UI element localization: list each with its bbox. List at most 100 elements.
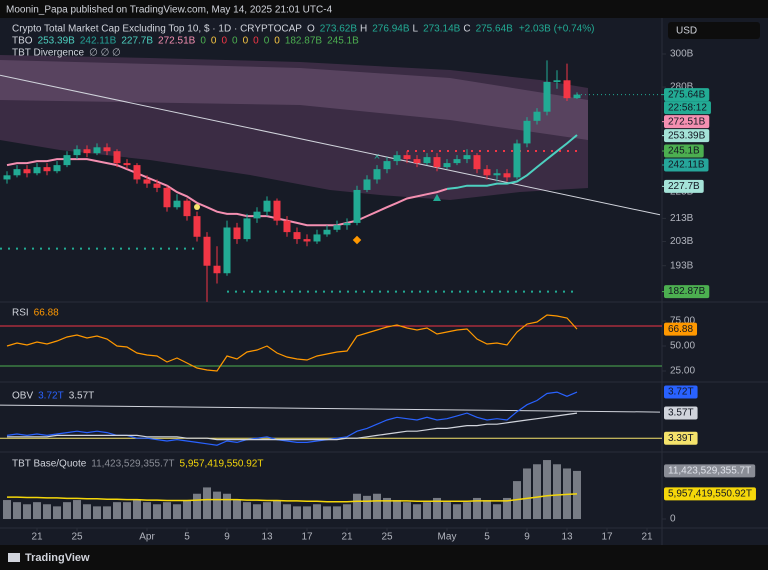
x-tick-label: 13 <box>261 532 273 543</box>
price-label: 242.11B <box>668 160 705 171</box>
signal-diamond <box>352 235 362 245</box>
volume-bar <box>543 460 551 519</box>
volume-bar <box>473 497 481 519</box>
volume-bar <box>253 504 261 519</box>
indicator-value: ∅ ∅ ∅ <box>89 48 121 59</box>
last-value-label: 5,957,419,550.92T <box>668 489 752 500</box>
level-label: 3.39T <box>668 433 694 444</box>
candle-body <box>523 120 531 144</box>
candle-body <box>393 155 401 162</box>
candle-body <box>23 169 31 174</box>
ohlc-key: C <box>463 24 470 35</box>
x-tick-label: 21 <box>31 532 43 543</box>
candle-body <box>483 169 491 176</box>
cloud <box>0 55 588 200</box>
volume-bar <box>53 506 61 519</box>
price-label: 253.39B <box>668 130 706 141</box>
candle-body <box>473 155 481 170</box>
currency-button[interactable] <box>668 22 760 39</box>
y-tick-label: 280B <box>670 82 694 93</box>
x-tick-label: 21 <box>341 532 353 543</box>
indicator-value: 245.1B <box>327 36 359 47</box>
candle-body <box>123 163 131 166</box>
candle-body <box>163 187 171 208</box>
volume-bar <box>13 502 21 519</box>
volume-bar <box>503 497 511 519</box>
candle-body <box>263 200 271 212</box>
candle-body <box>303 239 311 242</box>
volume-bar <box>293 506 301 519</box>
candle-body <box>183 200 191 217</box>
x-tick-label: 9 <box>224 532 230 543</box>
pane-value: 11,423,529,355.7T <box>91 459 174 470</box>
candle-body <box>433 157 441 168</box>
indicator-value: 242.11B <box>80 36 117 47</box>
volume-bar <box>333 506 341 519</box>
volume-bar <box>413 504 421 519</box>
candle-body <box>273 200 281 221</box>
volume-bar <box>63 502 71 519</box>
ohlc-key: O <box>307 24 315 35</box>
volume-bar <box>403 502 411 519</box>
countdown: 22:58:12 <box>668 102 707 113</box>
candle-body <box>283 220 291 233</box>
candle-body <box>503 173 511 178</box>
price-label-bg <box>664 285 710 299</box>
volume-bar <box>223 493 231 519</box>
candle-body <box>53 165 61 172</box>
candle-body <box>463 155 471 160</box>
x-tick-label: 5 <box>484 532 490 543</box>
indicator-name: TBT Divergence <box>12 48 85 59</box>
indicator-value: 0 <box>264 36 270 47</box>
y-tick-label: 203B <box>670 236 694 247</box>
series-line <box>7 493 578 503</box>
last-value-label: 3.72T <box>668 387 694 398</box>
volume-bar <box>203 487 211 519</box>
x-tick-label: Apr <box>139 532 155 543</box>
volume-bar <box>123 502 131 519</box>
volume-bar <box>73 500 81 519</box>
volume-bar <box>303 506 311 519</box>
indicator-value: 227.7B <box>121 36 153 47</box>
candle-body <box>403 155 411 160</box>
x-tick-label: 17 <box>601 532 613 543</box>
candle-body <box>83 149 91 154</box>
volume-bar <box>213 491 221 519</box>
candle-body <box>143 179 151 184</box>
volume-bar <box>93 506 101 519</box>
candle-body <box>343 222 351 226</box>
series-line <box>446 134 578 190</box>
signal-dot <box>194 204 200 210</box>
volume-bar <box>493 504 501 519</box>
volume-bar <box>443 502 451 519</box>
candle-body <box>363 179 371 190</box>
candle-body <box>423 157 431 164</box>
candle-body <box>443 163 451 168</box>
candle-body <box>43 167 51 172</box>
ohlc-value: 273.62B <box>320 24 358 35</box>
volume-bar <box>173 504 181 519</box>
volume-bar <box>283 504 291 519</box>
signal-triangle <box>433 194 441 201</box>
price-label: 227.7B <box>668 181 700 192</box>
candle-body <box>3 175 11 180</box>
pane-value: 5,957,419,550.92T <box>180 459 264 470</box>
series-line <box>6 391 578 446</box>
candle-body <box>223 227 231 274</box>
volume-bar <box>433 497 441 519</box>
currency[interactable]: USD <box>676 26 697 37</box>
candle-body <box>213 265 221 274</box>
pane-title: RSI <box>12 308 29 319</box>
x-tick-label: 25 <box>71 532 83 543</box>
candle-body <box>173 200 181 208</box>
volume-bar <box>243 502 251 519</box>
last-value-label-bg <box>664 464 756 478</box>
last-value-label-bg <box>664 385 698 399</box>
price-label-bg <box>664 179 704 193</box>
candle-body <box>533 111 541 121</box>
candle-body <box>33 167 41 174</box>
brand: TradingView <box>25 552 90 564</box>
indicator-value: 0 <box>211 36 217 47</box>
price-label-bg <box>664 88 710 102</box>
chart-title: Crypto Total Market Cap Excluding Top 10… <box>12 24 302 35</box>
